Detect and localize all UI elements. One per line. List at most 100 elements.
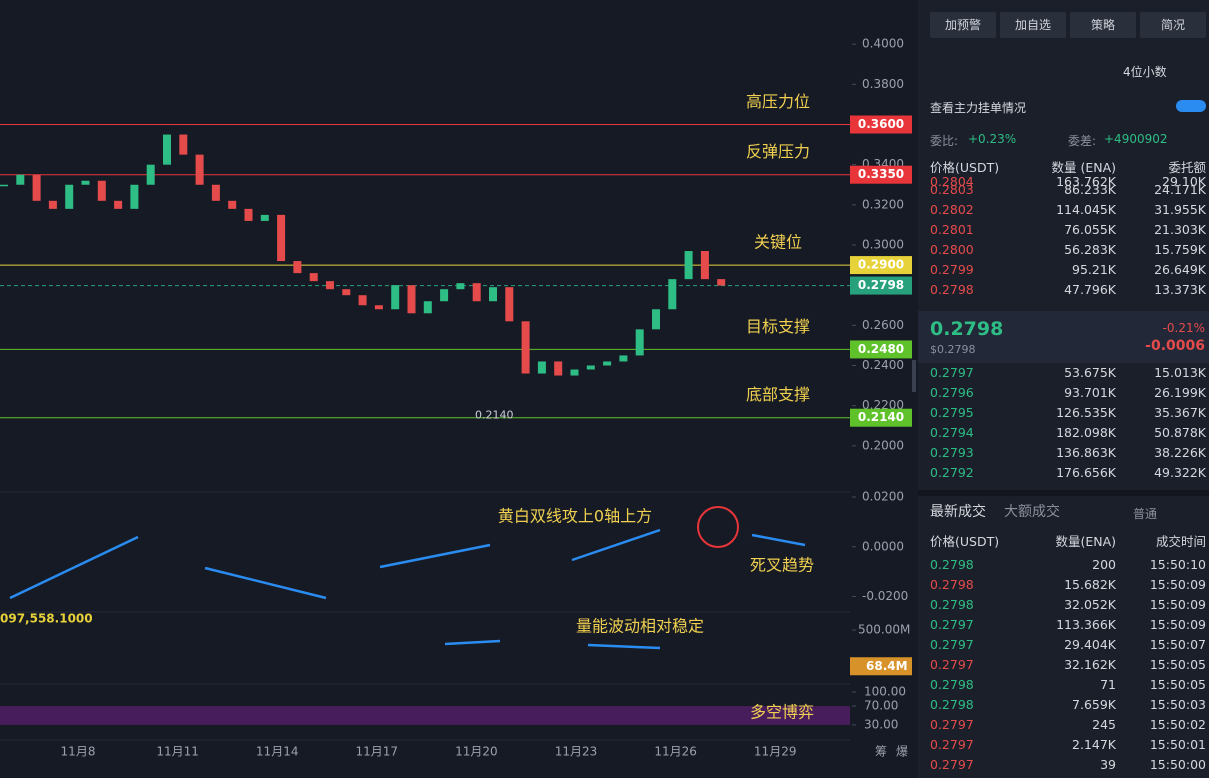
- level-label: 0.3350: [858, 167, 904, 181]
- y-tick-label: 0.4000: [862, 37, 904, 51]
- level-label: 0.2480: [858, 342, 904, 356]
- button[interactable]: 加预警: [930, 12, 996, 38]
- cell: 0.2799: [930, 262, 974, 277]
- trade-tab[interactable]: 大额成交: [1004, 504, 1060, 520]
- bid-row: 0.2792 176.656K 49.322K: [930, 463, 1206, 483]
- y-tick-label: 70.00: [864, 699, 898, 713]
- cell: 数量(ENA): [1055, 534, 1116, 549]
- cell: 15:50:07: [1149, 637, 1206, 652]
- cell: 49.322K: [1154, 465, 1206, 480]
- y-tick-label: 0.2600: [862, 318, 904, 332]
- level-label: 0.2140: [858, 410, 904, 424]
- ask-row: 0.2799 95.21K 26.649K: [930, 260, 1206, 280]
- candle: [505, 287, 514, 322]
- corner-label[interactable]: 筹: [875, 745, 887, 759]
- candle: [668, 279, 677, 310]
- cell: 0.2797: [930, 657, 974, 672]
- cell: 15:50:00: [1149, 757, 1206, 772]
- x-tick-label: 11月17: [356, 745, 399, 759]
- cell: 31.955K: [1154, 202, 1206, 217]
- y-tick-label: 0.3800: [862, 77, 904, 91]
- candle: [16, 174, 25, 185]
- candle: [554, 361, 563, 376]
- candle: [391, 285, 400, 310]
- cell: 26.199K: [1154, 385, 1206, 400]
- cell: 15.759K: [1154, 242, 1206, 257]
- candle: [260, 214, 269, 221]
- trade-row: 0.2797 245 15:50:02: [930, 715, 1206, 735]
- corner-label[interactable]: 爆: [896, 745, 908, 759]
- x-tick-label: 11月23: [555, 745, 598, 759]
- level-box: [850, 165, 912, 184]
- candle: [0, 184, 8, 187]
- cell: 71: [1100, 677, 1116, 692]
- candle: [603, 361, 612, 366]
- cell: 21.303K: [1154, 222, 1206, 237]
- cell: 50.878K: [1154, 425, 1206, 440]
- decimals[interactable]: 4位小数: [1123, 65, 1167, 79]
- candle: [32, 174, 41, 201]
- trade-tab[interactable]: 最新成交: [930, 504, 986, 520]
- last-block: [918, 311, 1209, 363]
- ask-row: 0.2804 163.762K 29.10K: [930, 172, 1206, 192]
- cell: 93.701K: [1064, 385, 1116, 400]
- last-price: 0.2798: [930, 318, 1004, 340]
- volume-note: 量能波动相对稳定: [576, 617, 704, 636]
- candle: [717, 279, 726, 286]
- diff: +4900902: [1104, 132, 1168, 146]
- button[interactable]: 策略: [1070, 12, 1136, 38]
- x-tick-label: 11月20: [455, 745, 498, 759]
- x-tick-label: 11月14: [256, 745, 299, 759]
- cell: 0.2797: [930, 365, 974, 380]
- ask-row: 0.2802 114.045K 31.955K: [930, 200, 1206, 220]
- candle: [489, 287, 497, 302]
- divider: [918, 490, 1209, 496]
- bid-row: 0.2797 53.675K 15.013K: [930, 363, 1206, 383]
- button[interactable]: 加自选: [1000, 12, 1066, 38]
- cell: 2.147K: [1072, 737, 1116, 752]
- cell: 15:50:01: [1149, 737, 1206, 752]
- volume-box: [850, 657, 912, 676]
- candle: [374, 305, 383, 310]
- trade-row: 0.2797 113.366K 15:50:09: [930, 615, 1206, 635]
- arrows: [9, 528, 806, 650]
- diff-label: 委差:: [1068, 134, 1097, 148]
- cell: 0.2798: [930, 282, 974, 297]
- last-usd: $0.2798: [930, 343, 976, 356]
- cell: 163.762K: [1056, 174, 1116, 189]
- candle: [293, 261, 302, 274]
- low-marker: 0.2140: [475, 409, 514, 422]
- book-header: 价格(USDT) 数量 (ENA) 委托额: [930, 158, 1206, 178]
- button[interactable]: 简况: [1140, 12, 1206, 38]
- trade-header: 价格(USDT) 数量(ENA) 成交时间: [930, 532, 1206, 552]
- trade-tab[interactable]: 普通: [1133, 507, 1158, 521]
- candle: [440, 289, 449, 302]
- cell: 15:50:05: [1149, 657, 1206, 672]
- candle: [244, 208, 253, 221]
- candle: [114, 200, 123, 209]
- trade-row: 0.2797 2.147K 15:50:01: [930, 735, 1206, 755]
- toggle[interactable]: [1176, 100, 1206, 112]
- cell: 成交时间: [1155, 534, 1206, 549]
- collapse-handle[interactable]: [912, 360, 916, 392]
- cell: 182.098K: [1056, 425, 1116, 440]
- cell: 0.2797: [930, 737, 974, 752]
- main-orders[interactable]: 查看主力挂单情况: [930, 101, 1027, 115]
- trade-row: 0.2797 32.162K 15:50:05: [930, 655, 1206, 675]
- cell: 15:50:05: [1149, 677, 1206, 692]
- candle: [652, 309, 660, 330]
- rsi-band: [0, 706, 850, 725]
- ask-row: 0.2798 47.796K 13.373K: [930, 280, 1206, 300]
- cell: 0.2801: [930, 222, 974, 237]
- y-tick-label: 0.3200: [862, 197, 904, 211]
- candle: [570, 369, 579, 376]
- cell: 136.863K: [1056, 445, 1116, 460]
- candle: [97, 180, 106, 201]
- cell: 95.21K: [1072, 262, 1116, 277]
- cell: 32.052K: [1064, 597, 1116, 612]
- side-panel: 加预警 加自选 策略 简况 4位小数 查看主力挂单情况 委比: +0.23% 委差: +49009…: [918, 0, 1209, 778]
- ratio-label: 委比:: [930, 134, 959, 148]
- level-box: [850, 340, 912, 359]
- candle: [211, 184, 220, 201]
